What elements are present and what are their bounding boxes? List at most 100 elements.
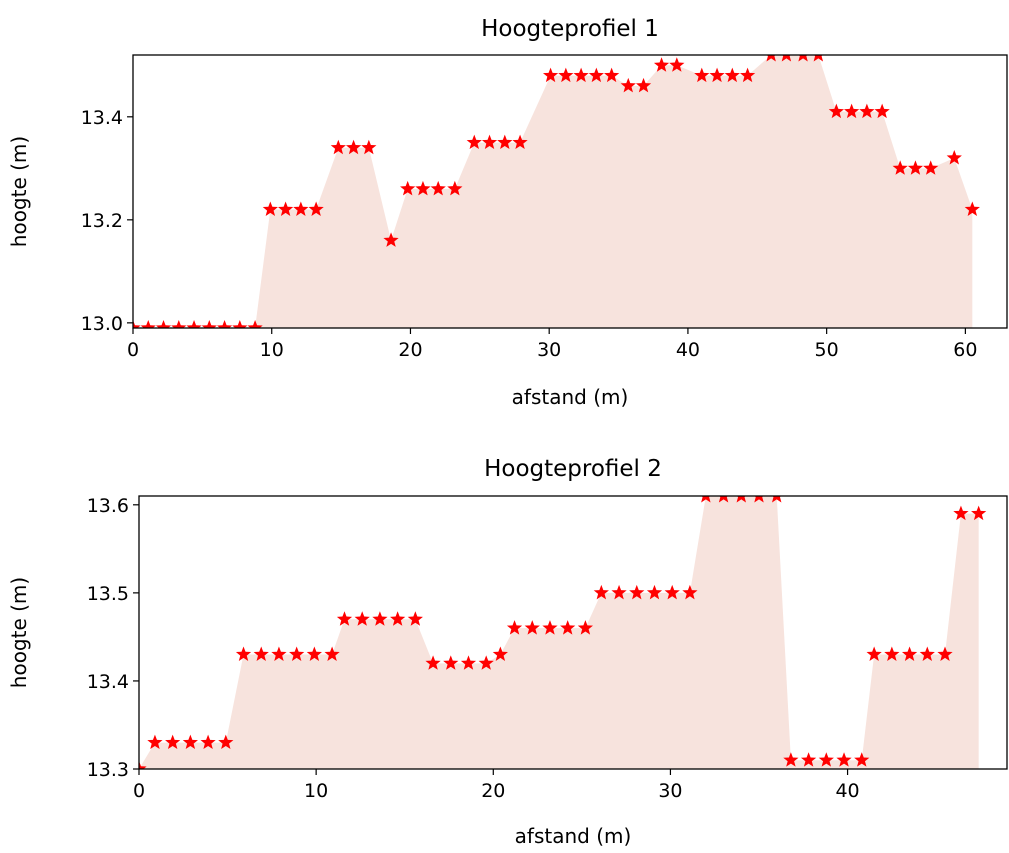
data-point-star <box>330 139 346 155</box>
data-point-star <box>836 752 852 767</box>
data-point-star <box>766 55 776 62</box>
data-point-star <box>844 103 860 119</box>
data-point-star <box>497 134 513 150</box>
data-point-star <box>232 320 248 328</box>
x-tick-label: 0 <box>127 339 139 361</box>
y-axis-label: hoogte (m) <box>7 577 31 688</box>
data-point-star <box>372 611 388 626</box>
data-point-star <box>646 584 663 600</box>
data-point-star <box>783 752 799 767</box>
data-point-star <box>430 180 446 196</box>
marker-series <box>139 496 987 769</box>
data-point-star <box>447 180 463 196</box>
data-point-star <box>919 646 935 661</box>
data-point-star <box>182 734 198 750</box>
data-point-star <box>345 139 362 155</box>
data-point-star <box>718 496 729 503</box>
x-axis-label: afstand (m) <box>512 385 629 409</box>
data-point-star <box>682 584 698 600</box>
data-point-star <box>460 655 477 670</box>
x-tick-label: 10 <box>260 339 284 361</box>
data-point-star <box>443 655 459 670</box>
data-point-star <box>524 620 540 635</box>
data-point-star <box>694 67 710 83</box>
chart-panel-2: 0 10 20 30 40 13.3 13.4 13.5 13.6 Hoogteprofiel 2… <box>7 456 1008 848</box>
data-point-star <box>542 67 559 83</box>
data-point-star <box>739 67 756 83</box>
data-point-star <box>466 134 482 150</box>
x-tick-label: 60 <box>953 339 977 361</box>
data-point-star <box>165 734 181 750</box>
data-point-star <box>611 584 627 600</box>
x-tick-label: 50 <box>815 339 839 361</box>
y-tick-label: 13.3 <box>87 759 129 781</box>
data-point-star <box>271 646 287 661</box>
data-point-star <box>277 201 294 216</box>
chart-title: Hoogteprofiel 1 <box>481 16 659 42</box>
data-point-star <box>953 505 969 521</box>
data-point-star <box>218 734 234 750</box>
x-tick-label: 30 <box>658 780 682 802</box>
data-point-star <box>664 584 680 600</box>
data-point-star <box>407 611 423 626</box>
data-point-star <box>147 734 163 750</box>
data-point-star <box>383 232 399 247</box>
data-point-star <box>492 646 508 661</box>
data-point-star <box>235 646 252 661</box>
data-point-star <box>798 55 808 62</box>
data-point-star <box>253 646 269 661</box>
data-point-star <box>701 496 711 503</box>
data-point-star <box>971 505 987 521</box>
data-point-star <box>907 160 924 175</box>
data-point-star <box>604 67 620 83</box>
data-point-star <box>415 180 431 196</box>
data-point-star <box>754 496 764 503</box>
data-point-star <box>669 57 685 72</box>
data-point-star <box>558 67 574 83</box>
data-point-star <box>361 139 377 155</box>
x-tick-label: 30 <box>537 339 561 361</box>
data-point-star <box>306 646 322 661</box>
y-tick-label: 13.5 <box>87 583 129 605</box>
data-point-star <box>884 646 900 661</box>
x-tick-label: 0 <box>133 780 145 802</box>
chart-panel-1: 0 10 20 30 40 50 60 13.0 13.2 13.4 Hoogteprofiel 1… <box>7 16 1008 409</box>
y-tick-label: 13.4 <box>81 107 123 129</box>
data-point-star <box>946 150 962 165</box>
data-point-star <box>854 752 870 767</box>
x-tick-label: 20 <box>398 339 422 361</box>
elevation-area <box>139 496 979 769</box>
data-point-star <box>781 55 792 62</box>
data-point-star <box>859 103 875 119</box>
data-point-star <box>813 55 824 62</box>
data-point-star <box>247 320 263 328</box>
data-point-star <box>653 57 670 72</box>
data-point-star <box>560 620 576 635</box>
data-point-star <box>874 103 890 119</box>
y-axis-label: hoogte (m) <box>7 136 31 247</box>
data-point-star <box>724 67 740 83</box>
data-point-star <box>892 160 908 175</box>
data-point-star <box>629 584 645 600</box>
data-point-star <box>140 320 156 328</box>
data-point-star <box>336 611 353 626</box>
data-point-star <box>216 320 233 328</box>
data-point-star <box>866 646 882 661</box>
data-point-star <box>620 77 636 93</box>
y-tick-label: 13.4 <box>87 671 129 693</box>
x-tick-label: 40 <box>835 780 859 802</box>
data-point-star <box>512 134 528 150</box>
data-point-star <box>133 320 141 328</box>
x-tick-label: 10 <box>304 780 328 802</box>
data-point-star <box>923 160 939 175</box>
x-tick-label: 40 <box>676 339 700 361</box>
axes-frame <box>132 54 1008 329</box>
x-tick-label: 20 <box>481 780 505 802</box>
y-tick-label: 13.2 <box>81 210 123 232</box>
data-point-star <box>709 67 725 83</box>
axes-frame <box>138 495 1008 770</box>
elevation-area <box>133 55 973 328</box>
y-tick-label: 13.0 <box>81 313 123 335</box>
data-point-star <box>828 103 844 119</box>
